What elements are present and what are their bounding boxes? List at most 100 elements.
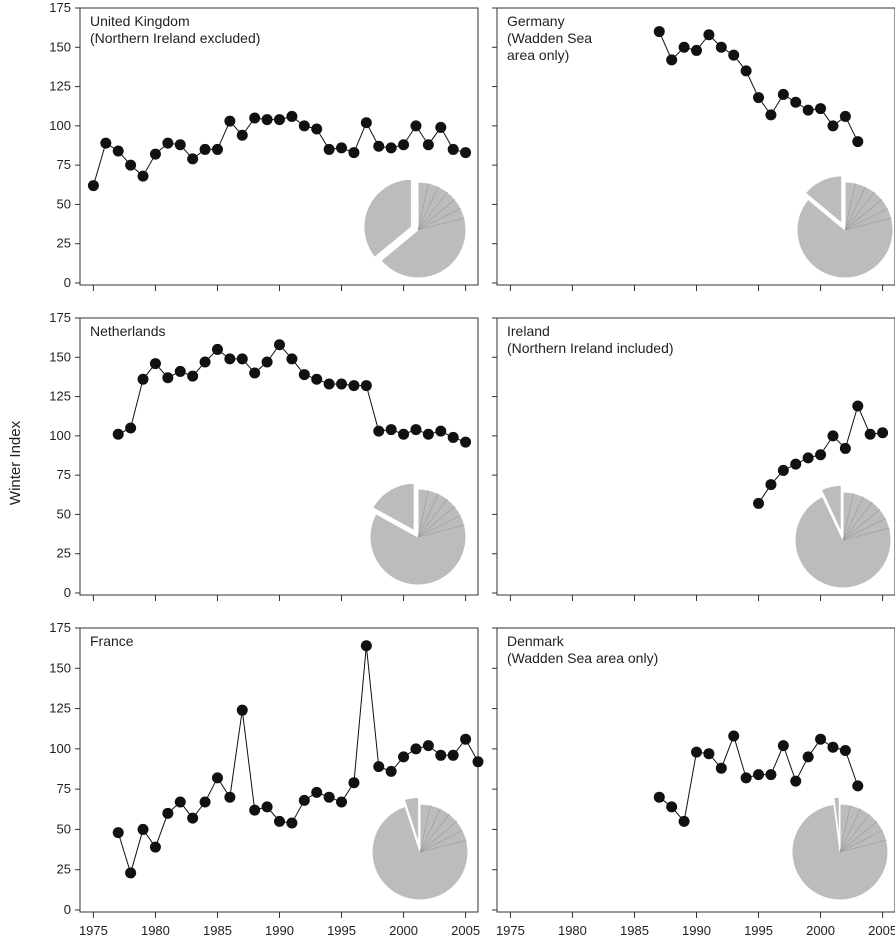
y-tick-label: 125 — [49, 79, 71, 94]
data-point — [261, 801, 273, 813]
pie-slice-line — [417, 183, 429, 231]
y-tick-label: 125 — [49, 389, 71, 404]
data-point — [460, 147, 472, 159]
pie-slice-line — [839, 805, 851, 853]
data-point — [827, 741, 839, 753]
pie-slice-line — [417, 199, 456, 231]
x-tick-label: 1980 — [141, 923, 170, 938]
pie-slice-line — [417, 498, 448, 538]
data-point — [211, 143, 223, 155]
data-point — [422, 139, 434, 151]
data-point — [187, 153, 199, 165]
pie-slice-line — [419, 805, 431, 853]
data-point — [125, 422, 137, 434]
data-point — [435, 749, 447, 761]
data-point — [373, 425, 385, 437]
data-point — [460, 733, 472, 745]
pie-exploded-slice — [803, 174, 843, 226]
y-tick-label: 50 — [57, 821, 71, 836]
pie-slice-line — [417, 493, 439, 538]
pie-slice-line — [839, 808, 861, 853]
y-tick-label: 175 — [49, 0, 71, 15]
data-point — [137, 373, 149, 385]
data-point — [790, 458, 802, 470]
data-point — [261, 114, 273, 126]
data-point — [211, 772, 223, 784]
data-point — [187, 812, 199, 824]
data-point — [149, 841, 161, 853]
data-point — [249, 367, 261, 379]
data-point — [422, 428, 434, 440]
y-tick-label: 50 — [57, 196, 71, 211]
y-tick-label: 150 — [49, 39, 71, 54]
data-point — [236, 129, 248, 141]
data-point — [691, 44, 702, 56]
y-tick-label: 0 — [64, 902, 71, 917]
data-point — [802, 104, 814, 116]
data-point — [740, 772, 752, 784]
data-point — [162, 807, 174, 819]
data-point — [753, 769, 765, 781]
data-point — [224, 791, 236, 803]
data-point — [286, 110, 298, 122]
pie-slice-line — [844, 199, 883, 231]
data-point — [877, 427, 889, 439]
data-point — [348, 380, 360, 392]
data-point — [815, 103, 827, 115]
pie-slice-line — [844, 191, 875, 231]
panel-label: Ireland — [507, 323, 550, 339]
pie-slice-line — [417, 524, 465, 538]
data-point — [274, 815, 285, 827]
y-tick-label: 150 — [49, 349, 71, 364]
data-point — [373, 140, 385, 152]
data-point — [740, 65, 752, 77]
data-point — [162, 137, 174, 149]
pie-slice-line — [842, 493, 854, 541]
panel-label: Germany — [507, 13, 565, 29]
data-point — [852, 400, 864, 412]
y-tick-label: 100 — [49, 741, 71, 756]
panel-3: Ireland(Northern Ireland included) — [492, 317, 895, 601]
data-point — [87, 180, 99, 192]
data-point — [460, 436, 472, 448]
pie-slice-line — [417, 506, 456, 538]
pie-slice-line — [417, 186, 439, 231]
data-point — [100, 137, 112, 149]
data-point — [422, 740, 434, 752]
data-point — [715, 41, 727, 53]
y-tick-label: 0 — [64, 585, 71, 600]
data-point — [112, 428, 124, 440]
data-point — [149, 148, 161, 160]
data-point — [298, 120, 310, 132]
data-point — [703, 29, 715, 41]
pie-slice-line — [417, 207, 461, 231]
data-point — [852, 136, 864, 148]
data-point — [224, 115, 236, 127]
pie-slice-line — [419, 808, 441, 853]
data-point — [112, 827, 124, 839]
data-point — [827, 430, 839, 442]
pie-slice-line — [842, 509, 881, 541]
data-point — [125, 867, 137, 879]
pie-slice-line — [842, 527, 890, 541]
data-point — [348, 777, 360, 789]
data-point — [790, 775, 802, 787]
y-tick-label: 25 — [57, 236, 71, 251]
y-tick-label: 100 — [49, 428, 71, 443]
pie-slice-line — [839, 813, 870, 853]
pie-slice-line — [419, 839, 467, 853]
pie-slice-line — [419, 821, 458, 853]
pie-slice-line — [839, 829, 883, 853]
y-tick-label: 25 — [57, 546, 71, 561]
data-point — [348, 147, 360, 159]
y-tick-label: 175 — [49, 620, 71, 635]
data-point — [286, 353, 298, 365]
data-point — [137, 823, 149, 835]
data-point — [839, 110, 851, 122]
x-tick-label: 2000 — [806, 923, 835, 938]
data-point — [211, 343, 223, 355]
data-point — [777, 740, 789, 752]
y-tick-label: 25 — [57, 862, 71, 877]
data-point — [435, 121, 447, 133]
